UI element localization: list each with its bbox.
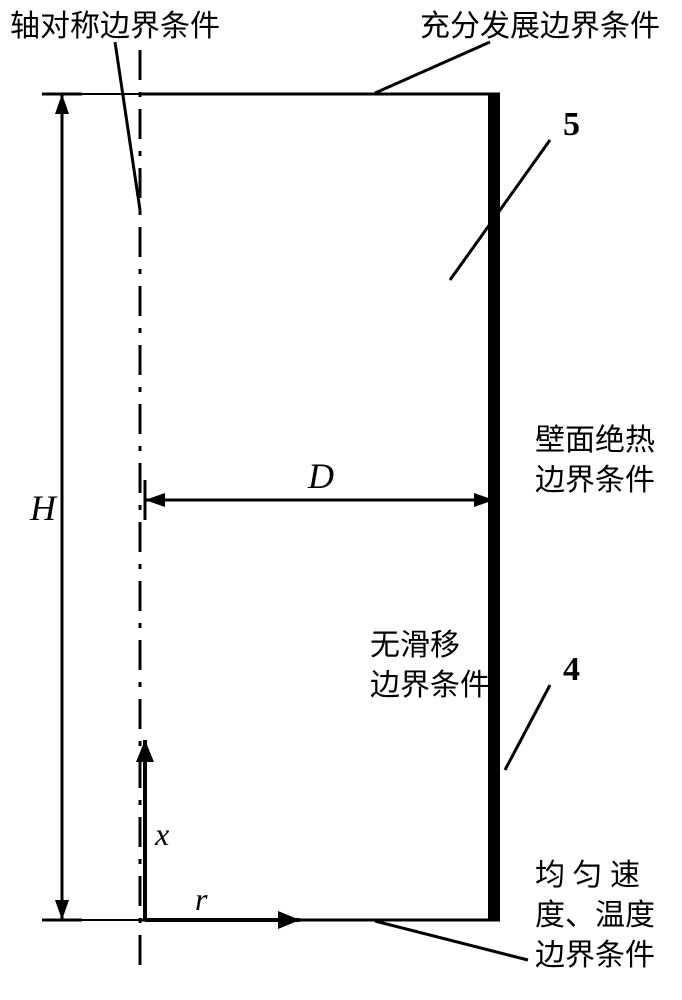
label-D: D (307, 456, 334, 496)
label-axisymmetric: 轴对称边界条件 (10, 10, 220, 43)
label-x: x (154, 816, 169, 852)
label-r: r (195, 881, 208, 917)
label-uniform-1: 均 匀 速 (535, 859, 640, 892)
label-no-slip-1: 无滑移 (370, 629, 460, 662)
label-H: H (29, 488, 58, 528)
label-no-slip-2: 边界条件 (370, 669, 490, 702)
ref-num-4: 4 (563, 651, 580, 688)
label-wall-adiabatic-1: 壁面绝热 (535, 424, 655, 457)
leader-fully_developed (375, 42, 490, 93)
leader-uniform (375, 921, 528, 960)
label-wall-adiabatic-2: 边界条件 (535, 464, 655, 497)
label-uniform-2: 度、温度 (535, 899, 655, 932)
leader-num4 (505, 685, 550, 770)
label-uniform-3: 边界条件 (535, 939, 655, 972)
leader-axisymmetric (115, 42, 140, 210)
ref-num-5: 5 (563, 106, 580, 143)
label-fully-developed: 充分发展边界条件 (420, 10, 660, 43)
